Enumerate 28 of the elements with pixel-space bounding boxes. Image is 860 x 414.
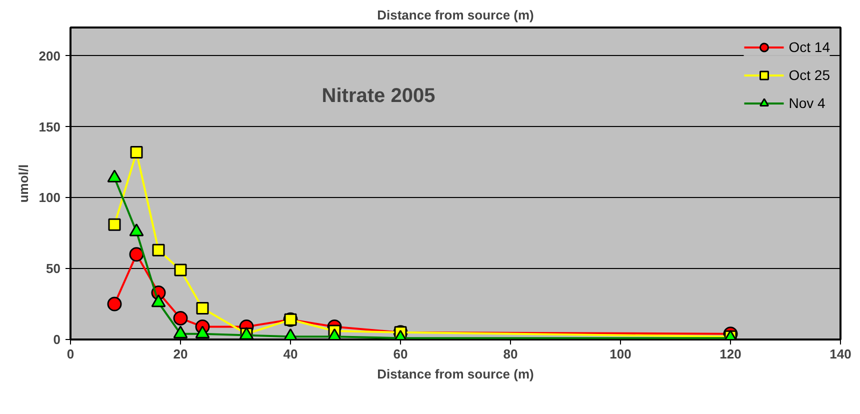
y-tick-label: 200 (38, 48, 61, 64)
y-tick-label: 150 (38, 119, 61, 134)
point (173, 310, 188, 326)
y-tick-label: 100 (38, 190, 61, 206)
text: Nitrate 2005 (322, 85, 436, 108)
x-tick-label: 20 (173, 346, 188, 362)
point (108, 218, 121, 231)
x-tick-label: 40 (283, 346, 298, 362)
point (196, 302, 209, 315)
y-axis-title: umol/l (16, 164, 31, 203)
point (107, 296, 122, 312)
point (130, 146, 143, 159)
point (152, 244, 165, 256)
legend-label: Nov 4 (788, 95, 826, 111)
legend-label: Oct 25 (788, 67, 830, 83)
x-tick-label: 60 (393, 346, 408, 362)
x-tick-label: 140 (830, 346, 852, 362)
x-tick-label: 80 (503, 346, 518, 362)
x-axis-title: Distance from source (m) (377, 366, 534, 382)
y-tick-label: 50 (46, 261, 61, 276)
x-tick-label: 0 (66, 346, 74, 362)
point (174, 264, 187, 276)
x-tick-label: 100 (610, 346, 632, 362)
x-tick-label: 120 (720, 346, 742, 362)
y-tick-label: 0 (53, 332, 61, 347)
point (129, 247, 144, 262)
x2-axis-title: Distance from source (m) (377, 8, 534, 22)
legend-label: Oct 14 (788, 39, 830, 55)
